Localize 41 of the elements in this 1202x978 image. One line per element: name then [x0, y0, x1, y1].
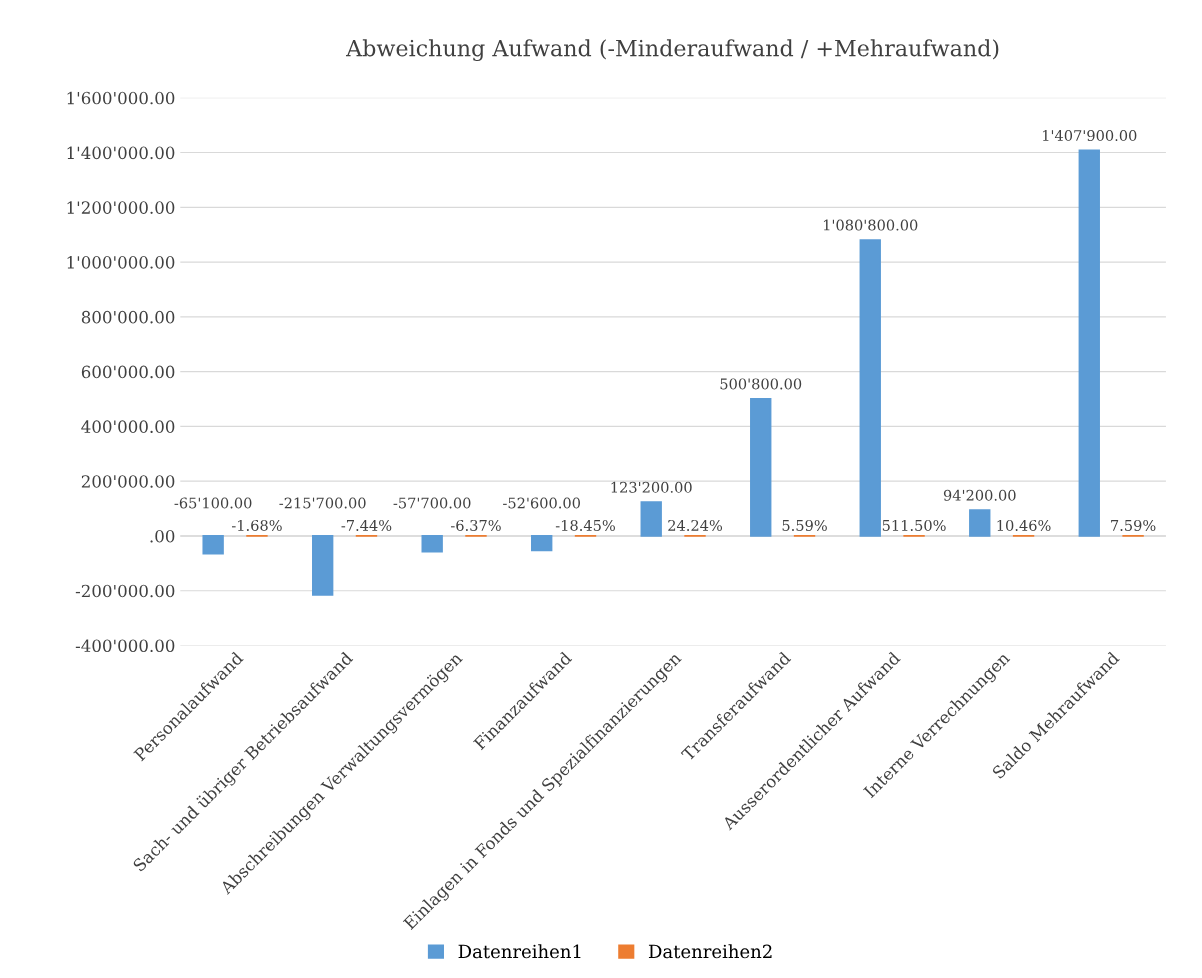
y-tick-label: 1'200'000.00 [67, 201, 175, 214]
y-tick-label: -200'000.00 [75, 584, 175, 598]
data-label: -57'700.00 [393, 497, 471, 509]
bar [859, 239, 881, 537]
legend-label: Datenreihen1 [458, 944, 581, 959]
data-label: 10.46% [997, 519, 1051, 531]
bar [531, 535, 553, 552]
chart-title: Abweichung Aufwand (-Minderaufwand / +Mehraufwand) [346, 39, 999, 62]
bar [421, 535, 443, 553]
data-label: 1'407'900.00 [1042, 129, 1137, 142]
legend-label: Datenreihen2 [648, 944, 772, 959]
bar [1078, 149, 1100, 537]
data-label: 24.24% [668, 519, 723, 531]
y-tick-label: -400'000.00 [75, 639, 175, 653]
y-tick-label: 400'000.00 [81, 420, 175, 433]
data-label: -215'700.00 [279, 497, 366, 509]
data-label: 500'800.00 [720, 378, 802, 390]
y-tick-label: 600'000.00 [81, 365, 175, 379]
data-label: 123'200.00 [611, 481, 692, 493]
data-label: -65'100.00 [174, 497, 252, 509]
data-label: 511.50% [882, 519, 946, 531]
data-label: 5.59% [782, 519, 827, 531]
bar [202, 535, 224, 555]
data-label: -7.44% [341, 519, 392, 531]
data-label: -1.68% [231, 519, 282, 531]
bar [640, 501, 662, 537]
y-tick-label: 800'000.00 [81, 310, 175, 324]
y-tick-label: 1'400'000.00 [67, 146, 175, 160]
bar [750, 397, 772, 537]
y-tick-label: 1'000'000.00 [67, 256, 175, 269]
bar [969, 509, 991, 537]
data-label: 1'080'800.00 [823, 219, 918, 231]
data-label: 94'200.00 [943, 489, 1016, 501]
y-tick-label: 200'000.00 [81, 475, 175, 488]
bar [311, 535, 334, 596]
data-label: -18.45% [555, 519, 615, 531]
data-label: -6.37% [451, 519, 501, 531]
data-label: 7.59% [1111, 519, 1156, 531]
y-tick-label: .00 [150, 529, 175, 543]
data-label: -52'600.00 [503, 497, 580, 509]
y-tick-label: 1'600'000.00 [67, 91, 175, 105]
